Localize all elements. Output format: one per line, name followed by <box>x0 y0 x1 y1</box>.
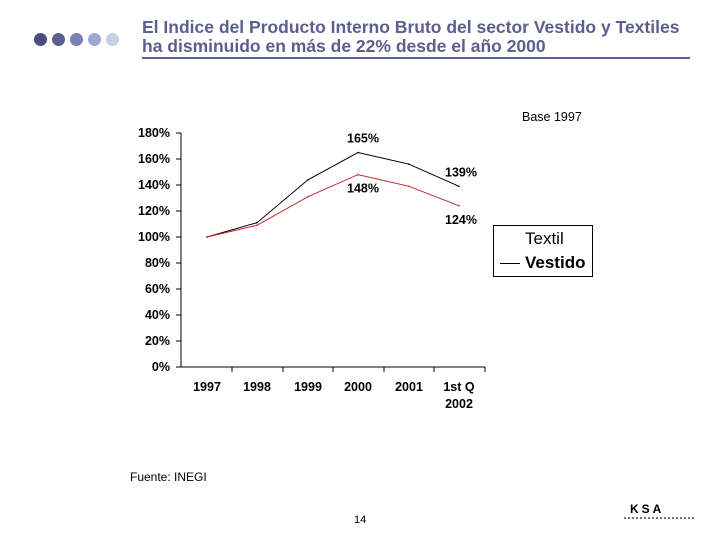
page-number: 14 <box>354 514 367 526</box>
slide-title-line-1: El Indice del Producto Interno Bruto del… <box>142 17 680 37</box>
y-tick-label: 80% <box>145 256 170 270</box>
logo-tagline-mark <box>624 517 694 522</box>
dot-4 <box>88 33 101 46</box>
data-point-textil <box>408 163 410 165</box>
data-point-vestido <box>357 173 359 176</box>
dot-5 <box>106 33 119 46</box>
x-tick-label: 1st Q <box>443 380 475 394</box>
x-tick-label: 2001 <box>395 380 423 394</box>
data-point-vestido <box>408 185 410 188</box>
y-tick-label: 140% <box>138 178 170 192</box>
x-tick-label: 2002 <box>445 397 473 411</box>
data-point-textil <box>458 185 460 188</box>
slide-title: El Indice del Producto Interno Bruto del… <box>142 18 712 56</box>
data-point-textil <box>307 179 309 181</box>
x-tick-label: 2000 <box>344 380 372 394</box>
data-label: 124% <box>445 213 477 227</box>
x-tick-label: 1998 <box>243 380 271 394</box>
dot-3 <box>70 33 83 46</box>
data-point-vestido <box>458 205 460 207</box>
y-tick-label: 120% <box>138 204 170 218</box>
y-tick-label: 0% <box>152 360 170 374</box>
y-tick-label: 20% <box>145 334 170 348</box>
y-tick-label: 100% <box>138 230 170 244</box>
data-label: 165% <box>347 132 379 146</box>
data-point-vestido <box>256 224 258 227</box>
legend-swatch-vestido <box>500 263 520 264</box>
base-label: Base 1997 <box>522 110 582 124</box>
data-point-textil <box>256 221 258 224</box>
y-tick-label: 40% <box>145 308 170 322</box>
source-note: Fuente: INEGI <box>130 470 207 484</box>
dot-2 <box>52 33 65 46</box>
data-point-vestido <box>206 236 208 238</box>
x-tick-label: 1999 <box>294 380 322 394</box>
y-tick-label: 160% <box>138 152 170 166</box>
chart-legend: Textil Vestido <box>493 225 593 277</box>
y-tick-label: 60% <box>145 282 170 296</box>
slide-title-line-2: ha disminuido en más de 22% desde el año… <box>142 36 546 56</box>
series-line-textil <box>206 151 460 238</box>
legend-label-textil: Textil <box>525 229 564 248</box>
decorative-dots <box>34 33 124 47</box>
legend-item-vestido: Vestido <box>494 252 592 274</box>
legend-label-vestido: Vestido <box>525 253 586 272</box>
data-label: 139% <box>445 165 477 179</box>
data-point-vestido <box>307 195 309 198</box>
title-underline <box>142 57 690 59</box>
x-tick-label: 1997 <box>193 380 221 394</box>
series-line-vestido <box>206 174 460 238</box>
y-tick-label: 180% <box>138 126 170 140</box>
legend-item-textil: Textil <box>494 228 592 250</box>
dot-1 <box>34 33 47 46</box>
company-logo: KSA <box>630 502 665 516</box>
data-point-textil <box>357 151 359 154</box>
data-label: 148% <box>347 182 379 196</box>
